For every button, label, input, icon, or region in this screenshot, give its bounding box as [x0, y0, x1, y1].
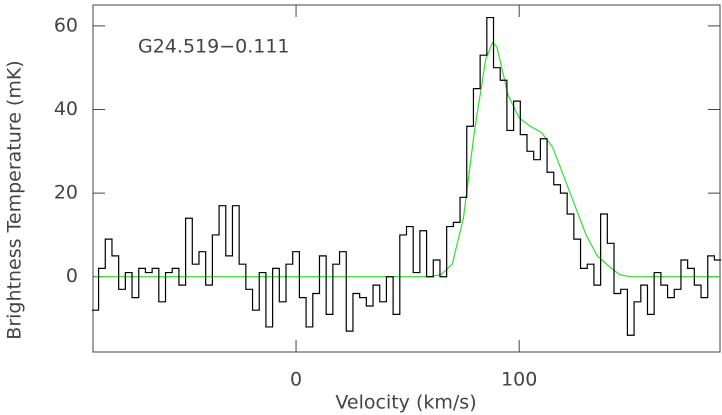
y-tick-label: 20 [54, 182, 78, 204]
y-tick-label: 0 [66, 265, 78, 287]
spectrum [91, 16, 722, 336]
y-tick-label: 60 [54, 14, 78, 36]
plot-frame [92, 4, 721, 353]
annotation: G24.519−0.111 [138, 36, 290, 58]
y-tick-label: 40 [54, 98, 78, 120]
fit-line [95, 41, 720, 278]
x-tick-label: 100 [501, 369, 537, 391]
y-axis-label: Brightness Temperature (mK) [4, 60, 26, 339]
x-axis-label: Velocity (km/s) [335, 392, 476, 414]
x-tick-label: 0 [290, 369, 302, 391]
